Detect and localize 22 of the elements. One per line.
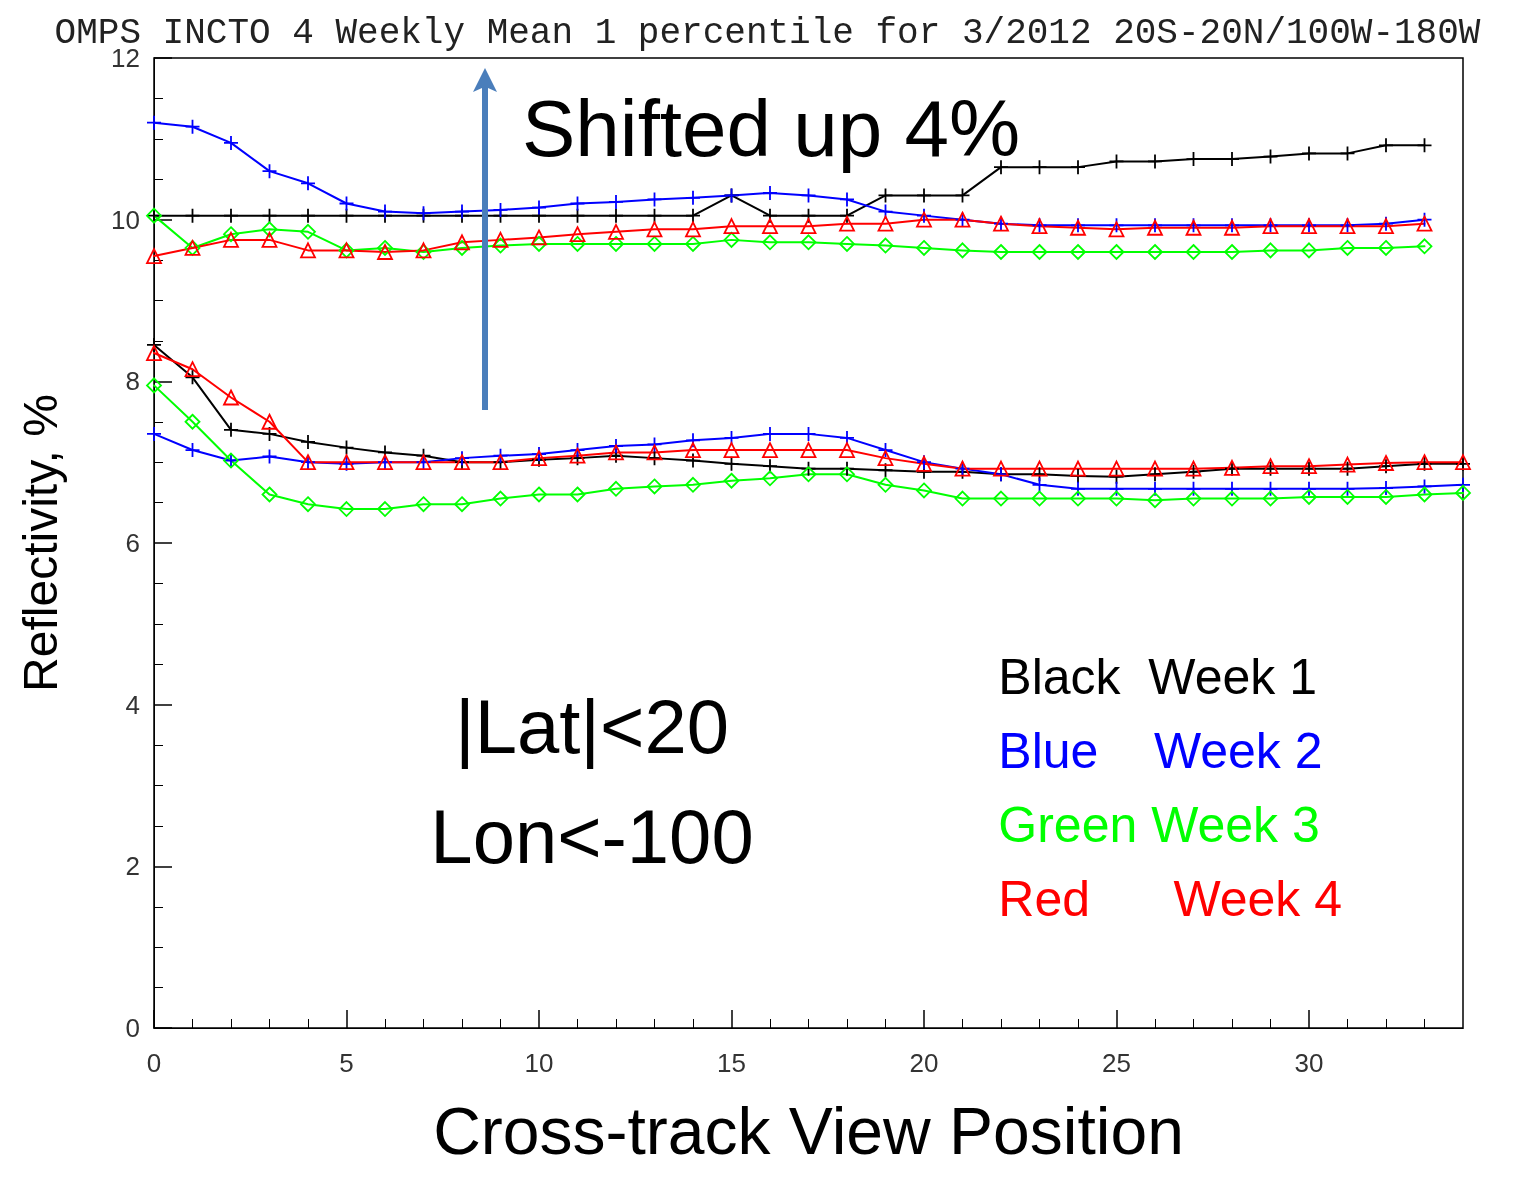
y-tick-label: 0 bbox=[125, 1013, 140, 1043]
x-tick-label: 30 bbox=[1294, 1048, 1324, 1078]
x-tick-label: 0 bbox=[146, 1048, 162, 1078]
text: Red Week 4 bbox=[998, 871, 1343, 927]
y-tick-label: 10 bbox=[111, 204, 140, 235]
annotation: Lon<-100 bbox=[430, 793, 754, 879]
y-axis-title: Reflectivity, % bbox=[13, 394, 67, 692]
x-tick-label: 5 bbox=[339, 1048, 354, 1078]
y-tick-label: 4 bbox=[125, 689, 140, 720]
y-tick-label: 8 bbox=[125, 366, 140, 397]
x-tick-label: 15 bbox=[717, 1048, 746, 1078]
text: Blue Week 2 bbox=[998, 723, 1323, 779]
text: Black Week 1 bbox=[998, 649, 1317, 705]
x-axis-title: Cross-track View Position bbox=[433, 1094, 1184, 1168]
y-tick-label: 6 bbox=[125, 528, 140, 558]
y-tick-label: 2 bbox=[125, 851, 140, 882]
annotation: |Lat|<20 bbox=[454, 683, 730, 769]
x-tick-label: 20 bbox=[909, 1048, 939, 1078]
x-tick-label: 10 bbox=[524, 1048, 554, 1078]
annotation: Shifted up 4% bbox=[522, 83, 1021, 173]
text: Green Week 3 bbox=[998, 797, 1320, 853]
x-tick-label: 25 bbox=[1102, 1048, 1131, 1078]
